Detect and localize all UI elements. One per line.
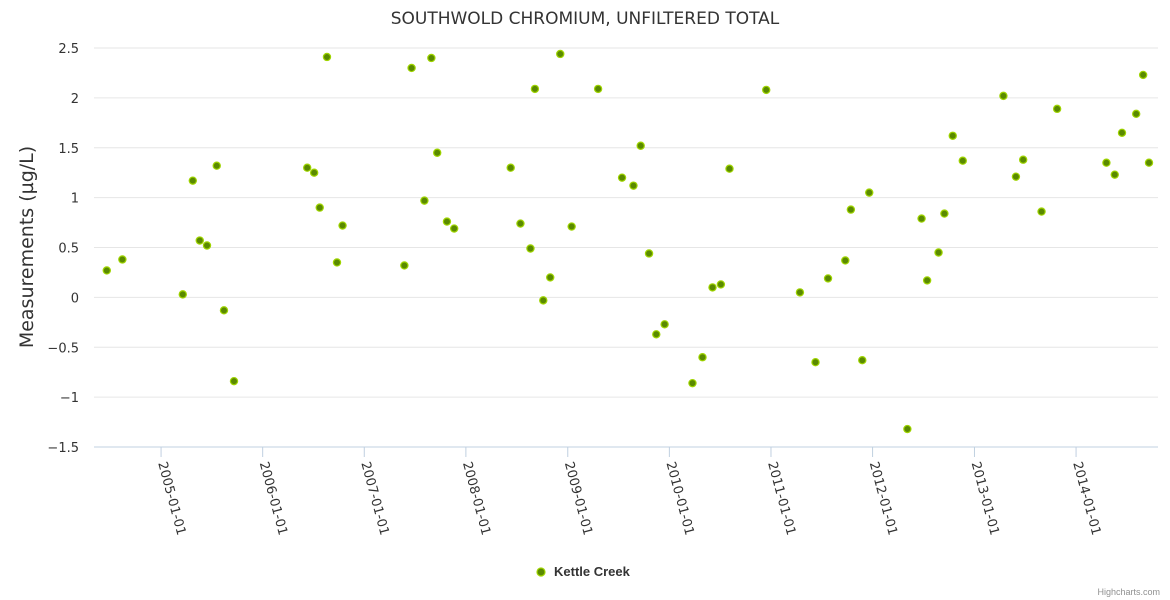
data-point[interactable] <box>202 241 212 250</box>
data-point[interactable] <box>858 356 867 365</box>
data-point[interactable] <box>400 261 409 270</box>
data-point[interactable] <box>309 168 319 177</box>
y-tick-label: 2 <box>71 92 79 107</box>
x-axis-ticks: 2005-01-01 2006-01-01 2007-01-01 2008-01-01… <box>154 447 1103 537</box>
y-axis-label: Measurements (µg/L) <box>16 146 38 348</box>
data-point[interactable] <box>688 378 697 388</box>
legend[interactable]: Kettle Creek <box>536 564 631 579</box>
data-point[interactable] <box>539 296 548 305</box>
data-point[interactable] <box>322 52 332 62</box>
data-point[interactable] <box>1138 70 1148 80</box>
data-point[interactable] <box>716 280 726 289</box>
x-tick-label: 2009-01-01 <box>561 460 595 537</box>
x-tick-label: 2007-01-01 <box>357 460 391 537</box>
data-point[interactable] <box>865 188 874 197</box>
x-tick-label: 2010-01-01 <box>663 460 697 537</box>
data-point[interactable] <box>629 181 638 190</box>
data-point[interactable] <box>725 164 734 173</box>
data-point[interactable] <box>219 306 229 315</box>
y-tick-label: 1 <box>71 192 79 207</box>
data-point[interactable] <box>698 353 707 362</box>
y-tick-label: −0.5 <box>47 341 79 356</box>
data-point[interactable] <box>762 85 771 95</box>
data-point[interactable] <box>516 219 525 228</box>
data-point[interactable] <box>795 288 805 297</box>
data-point[interactable] <box>948 131 957 140</box>
x-tick-label: 2014-01-01 <box>1069 460 1103 537</box>
y-tick-label: 0.5 <box>58 242 79 257</box>
data-point[interactable] <box>188 176 197 185</box>
data-point[interactable] <box>526 244 535 253</box>
data-point[interactable] <box>303 163 312 172</box>
data-point[interactable] <box>1144 158 1154 167</box>
data-point[interactable] <box>593 84 603 94</box>
data-point[interactable] <box>556 49 565 59</box>
data-point[interactable] <box>1110 170 1119 179</box>
data-point[interactable] <box>506 163 515 172</box>
data-point[interactable] <box>338 221 347 230</box>
x-tick-label: 2008-01-01 <box>459 460 493 537</box>
data-point[interactable] <box>1117 128 1127 137</box>
data-point[interactable] <box>1011 172 1021 181</box>
y-tick-label: −1 <box>60 391 79 406</box>
data-point[interactable] <box>917 214 926 223</box>
data-point[interactable] <box>1102 158 1111 167</box>
y-tick-label: 1.5 <box>58 142 79 157</box>
credits-link[interactable]: Highcharts.com <box>1097 587 1160 597</box>
series-kettle-creek <box>102 49 1154 434</box>
data-point[interactable] <box>1131 109 1141 119</box>
legend-marker <box>536 567 546 577</box>
x-tick-label: 2012-01-01 <box>866 460 900 537</box>
data-point[interactable] <box>315 203 324 212</box>
data-point[interactable] <box>652 330 661 339</box>
data-point[interactable] <box>1052 104 1062 114</box>
data-point[interactable] <box>940 209 949 218</box>
data-point[interactable] <box>449 224 459 233</box>
x-tick-label: 2005-01-01 <box>154 460 188 537</box>
data-point[interactable] <box>846 205 856 214</box>
data-point[interactable] <box>644 249 654 258</box>
data-point[interactable] <box>841 256 850 265</box>
data-point[interactable] <box>934 248 943 257</box>
data-point[interactable] <box>332 258 342 267</box>
data-point[interactable] <box>1037 207 1046 216</box>
data-point[interactable] <box>420 196 429 205</box>
x-tick-label: 2013-01-01 <box>968 460 1002 537</box>
data-point[interactable] <box>195 236 204 245</box>
chart-title: SOUTHWOLD CHROMIUM, UNFILTERED TOTAL <box>391 9 780 29</box>
data-point[interactable] <box>102 266 111 275</box>
legend-item-kettle-creek[interactable]: Kettle Creek <box>554 564 631 579</box>
data-point[interactable] <box>903 424 912 434</box>
data-point[interactable] <box>823 274 833 283</box>
data-point[interactable] <box>567 222 576 231</box>
data-point[interactable] <box>427 53 436 63</box>
data-point[interactable] <box>617 173 627 182</box>
data-point[interactable] <box>118 255 127 264</box>
x-tick-label: 2011-01-01 <box>764 460 798 537</box>
y-gridlines <box>94 47 1158 398</box>
y-tick-label: 0 <box>71 291 79 306</box>
data-point[interactable] <box>530 84 540 94</box>
data-point[interactable] <box>999 91 1008 101</box>
data-point[interactable] <box>442 217 452 226</box>
x-tick-label: 2006-01-01 <box>256 460 290 537</box>
data-point[interactable] <box>229 376 239 386</box>
data-point[interactable] <box>212 161 221 170</box>
data-point[interactable] <box>636 141 645 150</box>
data-point[interactable] <box>433 148 442 157</box>
data-point[interactable] <box>660 320 669 329</box>
data-point[interactable] <box>178 290 187 299</box>
y-axis-tick-labels: 2.5 2 1.5 1 0.5 0 −0.5 −1 −1.5 <box>47 42 79 456</box>
data-point[interactable] <box>811 358 820 367</box>
y-tick-label: 2.5 <box>58 42 79 57</box>
data-point[interactable] <box>922 276 932 285</box>
data-point[interactable] <box>546 273 555 282</box>
data-point[interactable] <box>958 156 967 165</box>
data-point[interactable] <box>708 283 717 292</box>
data-point[interactable] <box>407 63 416 73</box>
y-tick-label: −1.5 <box>47 441 79 456</box>
data-point[interactable] <box>1018 155 1028 164</box>
